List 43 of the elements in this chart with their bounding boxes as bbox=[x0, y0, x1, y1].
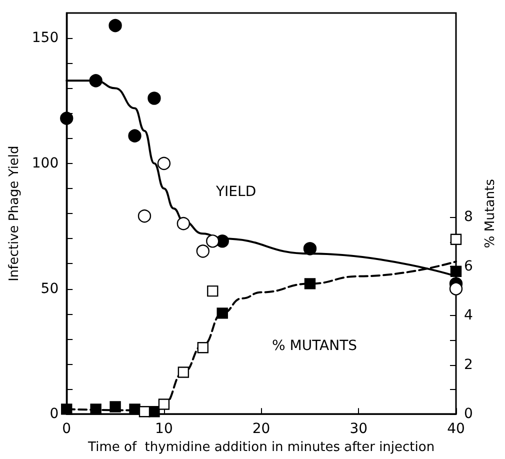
point bbox=[197, 342, 209, 354]
point bbox=[207, 285, 218, 297]
y-tick-label: 0 bbox=[50, 406, 59, 422]
point bbox=[108, 18, 122, 32]
point bbox=[157, 156, 171, 170]
y2-tick-label: 8 bbox=[464, 209, 473, 226]
point bbox=[110, 401, 121, 412]
annotation: % MUTANTS bbox=[272, 338, 358, 354]
point bbox=[90, 404, 102, 415]
point bbox=[216, 308, 228, 319]
point bbox=[450, 234, 462, 245]
point bbox=[128, 129, 142, 142]
y2-tick-label: 0 bbox=[464, 406, 473, 422]
y2-axis-title: % Mutants bbox=[483, 178, 498, 248]
x-tick-label: 30 bbox=[350, 421, 368, 438]
point bbox=[303, 242, 317, 256]
point bbox=[89, 74, 102, 88]
point bbox=[138, 209, 152, 223]
point bbox=[449, 282, 463, 296]
y-axis-title: Infective Phage Yield bbox=[7, 146, 22, 282]
point bbox=[148, 92, 161, 105]
point bbox=[158, 398, 170, 410]
point bbox=[450, 266, 462, 277]
point bbox=[138, 406, 150, 418]
x-axis-title: Time of thymidine addition in minutes after injection bbox=[87, 440, 435, 455]
y-tick-label: 100 bbox=[32, 155, 59, 172]
y2-tick-label: 2 bbox=[464, 356, 473, 373]
point bbox=[196, 244, 210, 258]
annotation: YIELD bbox=[215, 184, 256, 200]
x-tick-label: 0 bbox=[62, 421, 72, 438]
y2-tick-label: 4 bbox=[464, 308, 473, 324]
y2-tick-label: 6 bbox=[464, 258, 473, 274]
x-tick-label: 20 bbox=[252, 421, 270, 438]
point bbox=[304, 278, 316, 290]
point bbox=[176, 216, 190, 230]
x-tick-label: 40 bbox=[447, 421, 465, 438]
y-tick-label: 50 bbox=[40, 280, 59, 297]
point bbox=[178, 366, 190, 378]
point bbox=[206, 234, 220, 248]
point bbox=[129, 404, 140, 415]
x-tick-label: 10 bbox=[155, 421, 173, 438]
y-tick-label: 150 bbox=[32, 30, 59, 46]
point bbox=[60, 112, 74, 125]
